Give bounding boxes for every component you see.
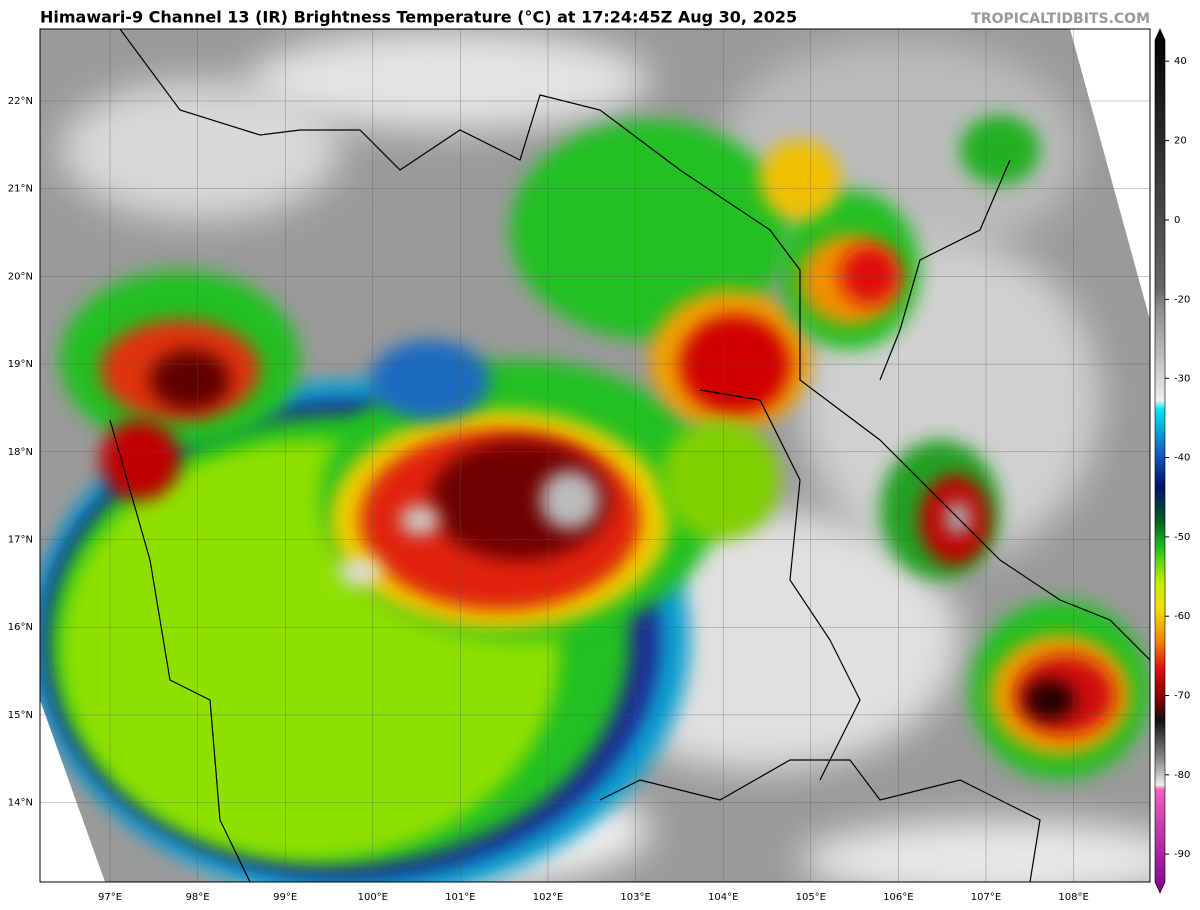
cloud: [370, 340, 490, 420]
edge-left: [40, 700, 105, 882]
colorbar-tick-label: -90: [1174, 849, 1190, 860]
longitude-label: 108°E: [1058, 892, 1088, 903]
cloud: [800, 820, 1150, 882]
cloud: [430, 440, 610, 560]
cloud: [400, 505, 440, 535]
latitude-label: 21°N: [8, 184, 33, 195]
watermark: TROPICALTIDBITS.COM: [971, 11, 1150, 27]
cloud: [60, 80, 340, 220]
axis-labels: 22°N 21°N 20°N 19°N 18°N 17°N 16°N 15°N 14°N 97°E…: [8, 96, 1089, 903]
colorbar-tick-label: -60: [1174, 611, 1190, 622]
longitude-label: 99°E: [273, 892, 297, 903]
colorbar-ticks: 40 20 0 -20 -30 -40 -50 -60 -70 -80 -90: [1165, 56, 1190, 860]
graticule: [40, 29, 1150, 882]
longitude-label: 106°E: [883, 892, 913, 903]
cloud: [840, 245, 900, 305]
longitude-label: 103°E: [620, 892, 650, 903]
latitude-label: 14°N: [8, 798, 33, 809]
longitude-label: 105°E: [796, 892, 826, 903]
colorbar-tick-label: -70: [1174, 691, 1190, 702]
cloud: [760, 140, 840, 220]
latitude-label: 22°N: [8, 96, 33, 107]
colorbar-tick-label: -50: [1174, 532, 1190, 543]
map-frame: [39, 28, 1151, 883]
cloud: [540, 470, 600, 530]
longitude-label: 98°E: [186, 892, 210, 903]
cloud: [100, 420, 180, 500]
longitude-label: 107°E: [971, 892, 1001, 903]
coastlines-borders: [109, 29, 1150, 882]
satellite-image: [40, 29, 1150, 882]
colorbar-tick-label: 0: [1174, 215, 1180, 226]
cloud-field: [40, 30, 1150, 882]
longitude-label: 97°E: [98, 892, 122, 903]
latitude-label: 15°N: [8, 710, 33, 721]
cloud: [660, 420, 780, 540]
latitude-label: 16°N: [8, 622, 33, 633]
latitude-label: 17°N: [8, 535, 33, 546]
cloud: [1025, 680, 1075, 720]
colorbar-tick-label: -40: [1174, 453, 1190, 464]
cloud: [250, 30, 650, 130]
colorbar-tick-label: -80: [1174, 770, 1190, 781]
colorbar-tick-label: -20: [1174, 294, 1190, 305]
cloud: [680, 315, 790, 415]
cloud: [150, 350, 230, 410]
colorbar: [1154, 28, 1166, 894]
longitude-label: 102°E: [533, 892, 563, 903]
longitude-label: 101°E: [445, 892, 475, 903]
edge-right: [1070, 29, 1150, 320]
colorbar-tick-label: -30: [1174, 373, 1190, 384]
cloud: [338, 558, 382, 586]
title: Himawari-9 Channel 13 (IR) Brightness Te…: [40, 8, 797, 27]
latitude-label: 18°N: [8, 447, 33, 458]
colorbar-tick-label: 40: [1174, 56, 1187, 67]
cloud: [510, 120, 790, 340]
latitude-label: 19°N: [8, 359, 33, 370]
longitude-label: 100°E: [358, 892, 388, 903]
latitude-label: 20°N: [8, 271, 33, 282]
cloud: [960, 115, 1040, 185]
longitude-label: 104°E: [708, 892, 738, 903]
colorbar-tick-label: 20: [1174, 136, 1187, 147]
